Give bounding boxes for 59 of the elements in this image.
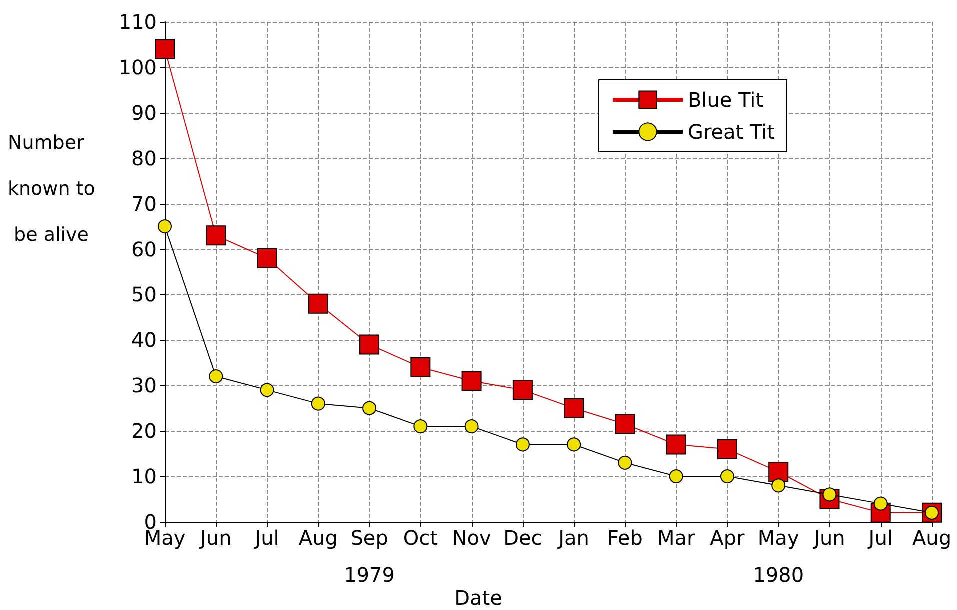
legend-label: Great Tit: [688, 120, 776, 144]
x-tick-label: Jan: [556, 526, 590, 550]
point: [666, 434, 686, 455]
y-tick-label: 80: [132, 146, 157, 170]
y-tick-label: 60: [132, 237, 157, 262]
point: [512, 380, 533, 400]
point: [362, 401, 377, 416]
x-tick-label: Jul: [866, 526, 893, 550]
y-tick-label: 100: [118, 55, 157, 80]
point: [464, 420, 479, 434]
point: [414, 420, 428, 434]
x-axis-title: Date: [454, 586, 502, 610]
x-tick-label: Sep: [350, 526, 388, 550]
text: Number known to be alive: [8, 132, 96, 246]
legend-label: Blue Tit: [688, 88, 764, 112]
text: 1980: [753, 563, 804, 587]
x-tick-label: Jul: [253, 526, 280, 550]
point: [567, 438, 582, 452]
x-tick-label: Jun: [812, 526, 846, 550]
point: [410, 357, 431, 378]
y-tick-label: 50: [132, 282, 157, 307]
point: [772, 478, 786, 493]
point: [260, 383, 274, 398]
point: [618, 456, 632, 470]
point: [257, 248, 278, 268]
x-tick-label: Feb: [607, 526, 643, 550]
x-tick-label: Jun: [198, 526, 232, 550]
x-tick-label: Nov: [452, 526, 492, 550]
y-tick-label: 70: [132, 192, 157, 216]
point: [462, 371, 482, 392]
point: [615, 414, 636, 434]
point: [720, 470, 734, 484]
x-tick-label: Apr: [710, 526, 746, 550]
point: [308, 294, 328, 314]
point: [206, 226, 226, 246]
point: [155, 39, 175, 60]
text: 1979: [344, 563, 395, 587]
x-tick-label: May: [758, 526, 800, 550]
x-tick-label: Mar: [657, 526, 696, 550]
point: [669, 470, 684, 484]
x-tick-label: Aug: [298, 526, 338, 550]
x-tick-label: Dec: [504, 526, 542, 550]
point: [516, 438, 530, 452]
point: [158, 220, 172, 234]
y-tick-label: 90: [132, 100, 157, 125]
point: [874, 496, 888, 511]
y-tick-label: 30: [132, 374, 157, 398]
y-tick-label: 110: [118, 10, 157, 34]
x-tick-label: Aug: [912, 526, 952, 550]
y-tick-label: 10: [132, 464, 157, 489]
point: [768, 462, 789, 482]
x-tick-label: Oct: [403, 526, 438, 550]
point: [564, 398, 584, 418]
y-tick-label: 40: [132, 328, 157, 352]
point: [717, 439, 738, 460]
point: [360, 334, 380, 355]
y-tick-label: 20: [132, 419, 157, 444]
point: [209, 370, 224, 384]
point: [311, 396, 326, 411]
